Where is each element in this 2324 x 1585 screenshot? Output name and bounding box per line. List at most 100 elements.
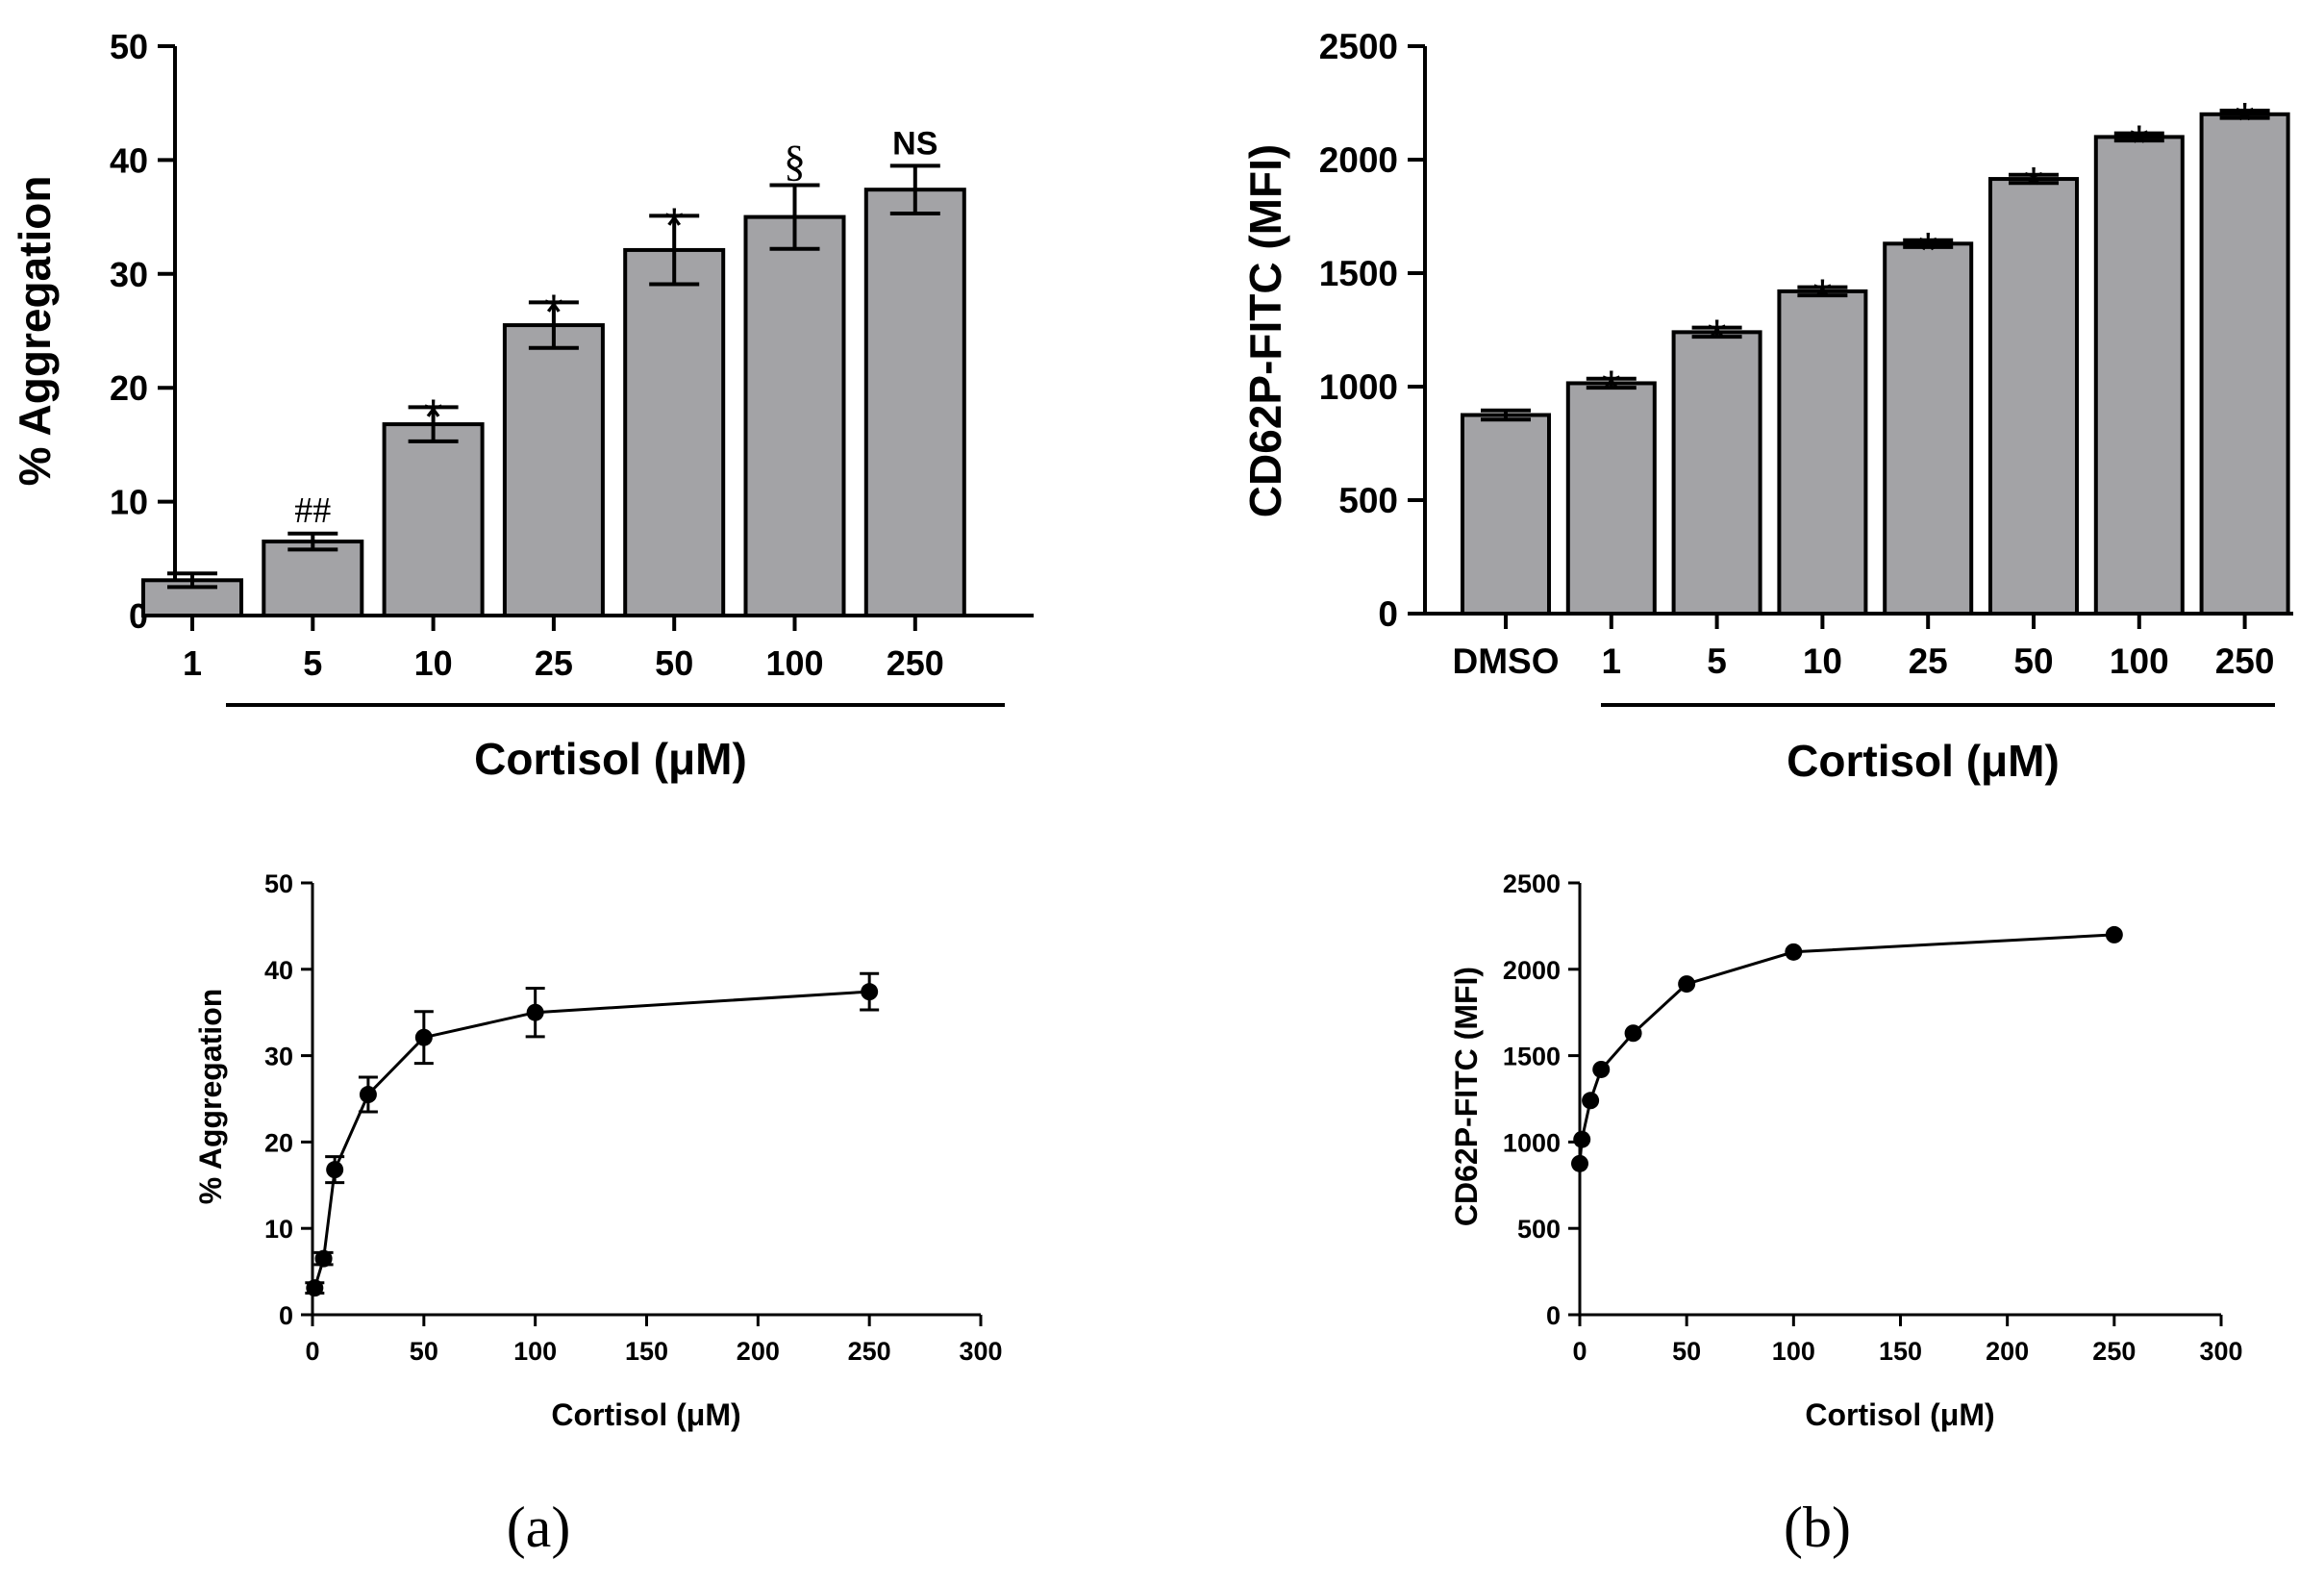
data-point (326, 1161, 344, 1179)
y-tick-label: 1500 (1503, 1043, 1561, 1071)
bar (863, 188, 966, 618)
x-axis-title: Cortisol (μM) (1805, 1397, 1994, 1432)
bar (1883, 241, 1974, 616)
y-tick-label: 0 (279, 1301, 293, 1330)
significance-label: * (2235, 93, 2254, 149)
x-tick-label: 250 (848, 1337, 891, 1366)
data-point (314, 1249, 333, 1268)
x-tick-label: 300 (2199, 1337, 2242, 1366)
y-tick-label: 40 (264, 956, 293, 985)
y-tick-label: 10 (110, 483, 148, 522)
y-tick-label: 2500 (1503, 869, 1561, 898)
y-tick-label: 0 (1378, 594, 1398, 634)
y-tick-label: 1500 (1319, 254, 1398, 293)
significance-label: NS (892, 125, 937, 162)
data-point (1592, 1060, 1611, 1078)
x-tick-label: 25 (1909, 642, 1948, 681)
x-tick-label: 5 (1707, 642, 1727, 681)
y-tick-label: 1000 (1503, 1128, 1561, 1157)
chart-b-line: 0 500 1000 1500 2000 2500 0 50 100 150 200 250 300 Co… (1449, 869, 2243, 1432)
data-point (1785, 943, 1803, 961)
x-tick-label: 100 (1772, 1337, 1815, 1366)
y-tick-label: 20 (110, 368, 148, 408)
y-axis-title: % Aggregation (193, 989, 228, 1205)
y-tick-label: 2000 (1319, 140, 1398, 180)
significance-label: * (544, 285, 563, 340)
y-axis-title: % Aggregation (10, 176, 60, 487)
y-tick-label: 30 (264, 1043, 293, 1071)
y-tick-label: 50 (264, 869, 293, 898)
significance-label: * (2024, 158, 2043, 214)
data-point (1573, 1130, 1591, 1148)
y-tick-label: 500 (1517, 1215, 1561, 1244)
significance-label: * (1707, 311, 1726, 366)
y-tick-label: 2500 (1319, 27, 1398, 66)
x-tick-label: 150 (625, 1337, 668, 1366)
x-axis-title: Cortisol (μM) (474, 734, 747, 784)
x-tick-label: 100 (2110, 642, 2169, 681)
bar (382, 422, 485, 618)
data-point (414, 1028, 433, 1046)
panel-label-a: (a) (507, 1496, 571, 1559)
data-point (306, 1279, 324, 1297)
data-point (1571, 1154, 1588, 1172)
x-tick-label: 50 (1672, 1337, 1701, 1366)
bar (1671, 330, 1762, 616)
x-tick-label: DMSO (1453, 642, 1560, 681)
bar (743, 214, 846, 617)
y-axis-title: CD62P-FITC (MFI) (1240, 144, 1290, 517)
data-point (526, 1003, 544, 1021)
bar (623, 247, 726, 617)
bar (502, 323, 605, 617)
x-tick-label: 10 (1803, 642, 1842, 681)
y-tick-label: 10 (264, 1215, 293, 1244)
x-tick-label: 300 (959, 1337, 1002, 1366)
y-tick-label: 500 (1338, 481, 1398, 520)
x-tick-label: 10 (414, 643, 453, 683)
x-tick-label: 200 (737, 1337, 780, 1366)
data-point (1678, 975, 1696, 994)
y-tick-label: 50 (110, 27, 148, 66)
bar (1777, 289, 1868, 616)
x-tick-label: 250 (887, 643, 944, 683)
bar (262, 540, 364, 617)
x-tick-label: 5 (303, 643, 322, 683)
x-tick-label: 0 (305, 1337, 319, 1366)
y-tick-label: 0 (1546, 1301, 1561, 1330)
significance-label: * (1602, 362, 1621, 417)
bar (2199, 112, 2290, 616)
significance-label: ## (294, 491, 331, 531)
significance-label: * (664, 198, 684, 254)
y-tick-label: 30 (110, 255, 148, 294)
x-tick-label: 150 (1879, 1337, 1922, 1366)
significance-label: * (2130, 116, 2149, 172)
y-axis-title: CD62P-FITC (MFI) (1449, 967, 1484, 1226)
data-point (861, 983, 879, 1001)
y-tick-label: 1000 (1319, 367, 1398, 407)
x-axis-title: Cortisol (μM) (1787, 736, 2060, 786)
x-tick-label: 200 (1986, 1337, 2029, 1366)
x-tick-label: 100 (765, 643, 823, 683)
x-tick-label: 250 (2092, 1337, 2136, 1366)
significance-label: * (1812, 270, 1832, 326)
significance-label: * (423, 390, 442, 445)
data-point (1624, 1024, 1642, 1043)
y-tick-label: 40 (110, 140, 148, 180)
x-tick-label: 25 (535, 643, 573, 683)
data-point (359, 1086, 377, 1104)
data-point (1582, 1092, 1600, 1110)
bar (1565, 381, 1657, 616)
panel-label-b: (b) (1784, 1496, 1851, 1559)
bar (2093, 135, 2185, 616)
x-tick-label: 250 (2215, 642, 2275, 681)
x-tick-label: 1 (183, 643, 202, 683)
bar (1461, 413, 1551, 616)
x-axis-title: Cortisol (μM) (551, 1397, 740, 1432)
significance-label: § (784, 136, 806, 185)
x-tick-label: 50 (655, 643, 693, 683)
x-tick-label: 0 (1572, 1337, 1587, 1366)
x-tick-label: 1 (1602, 642, 1622, 681)
